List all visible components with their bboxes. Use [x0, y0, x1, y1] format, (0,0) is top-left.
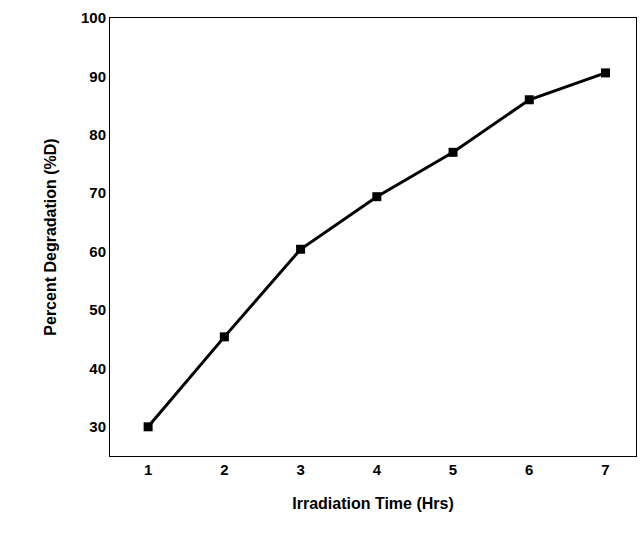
svg-text:3: 3	[296, 461, 304, 478]
svg-text:5: 5	[449, 461, 457, 478]
svg-text:40: 40	[89, 360, 106, 377]
svg-text:90: 90	[89, 68, 106, 85]
svg-text:2: 2	[220, 461, 228, 478]
svg-text:60: 60	[89, 243, 106, 260]
svg-text:50: 50	[89, 301, 106, 318]
svg-text:100: 100	[81, 9, 106, 26]
svg-text:80: 80	[89, 126, 106, 143]
svg-text:4: 4	[373, 461, 382, 478]
svg-text:Irradiation Time (Hrs): Irradiation Time (Hrs)	[292, 495, 454, 512]
svg-text:6: 6	[525, 461, 533, 478]
svg-text:Percent Degradation (%D): Percent Degradation (%D)	[42, 138, 59, 335]
svg-text:70: 70	[89, 184, 106, 201]
svg-text:7: 7	[601, 461, 609, 478]
svg-text:30: 30	[89, 418, 106, 435]
svg-text:1: 1	[144, 461, 152, 478]
